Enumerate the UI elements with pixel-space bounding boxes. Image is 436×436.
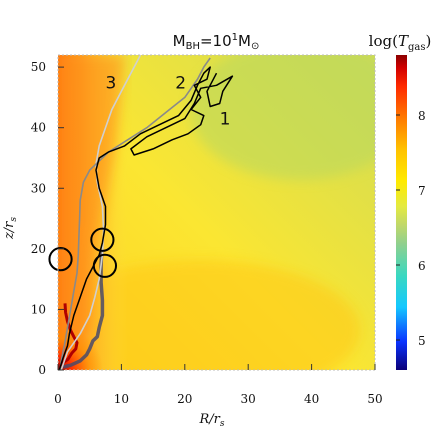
x-tick-label: 40	[304, 392, 319, 406]
hot-inner-curve	[58, 303, 79, 368]
cool-region	[190, 55, 375, 180]
chart-title: MBH=101M⊙	[173, 32, 260, 52]
y-tick-label: 20	[31, 242, 46, 256]
x-tick-label: 10	[114, 392, 129, 406]
y-tick-label: 50	[31, 60, 46, 74]
launch-circle-1	[48, 247, 73, 272]
colorbar-gradient	[396, 55, 407, 370]
dark-inner-curve	[62, 251, 105, 369]
colorbar-tick-label: 7	[418, 184, 426, 198]
colorbar: 5 6 7 8 log(Tgas)	[369, 32, 432, 370]
launch-point-circles	[48, 227, 118, 278]
x-axis-title: R/rs	[198, 412, 224, 429]
trajectory-3	[60, 54, 142, 371]
colorbar-ticks: 5 6 7 8	[396, 109, 426, 348]
colorbar-tick-label: 6	[418, 259, 426, 273]
colorbar-tick-label: 5	[418, 334, 426, 348]
x-tick-label: 0	[54, 392, 62, 406]
axis-ticks: 0 10 20 30 40 50 0 10 20 30 40 50	[31, 60, 383, 406]
y-tick-label: 10	[31, 302, 46, 316]
trajectory-label-3: 3	[106, 73, 117, 93]
y-tick-label: 0	[38, 363, 46, 377]
x-tick-label: 20	[177, 392, 192, 406]
launch-circle-3	[92, 253, 118, 278]
y-tick-label: 40	[31, 121, 46, 135]
plot-area: 1 2 3 0 10 20 30 40 50 0 10 20 30 40 50	[31, 54, 383, 406]
warm-lower-region	[58, 260, 360, 370]
colorbar-title: log(Tgas)	[369, 32, 432, 53]
colorbar-tick-label: 8	[418, 109, 426, 123]
y-tick-label: 30	[31, 181, 46, 195]
trajectory-2	[59, 57, 211, 371]
trajectory-label-2: 2	[175, 73, 186, 93]
temperature-field	[58, 55, 375, 370]
x-tick-label: 50	[367, 392, 382, 406]
y-axis-title: z/rs	[2, 217, 19, 240]
trajectory-label-1: 1	[220, 110, 231, 130]
hot-outflow-band	[58, 55, 125, 370]
launch-circle-2	[90, 227, 115, 252]
x-tick-label: 30	[241, 392, 256, 406]
